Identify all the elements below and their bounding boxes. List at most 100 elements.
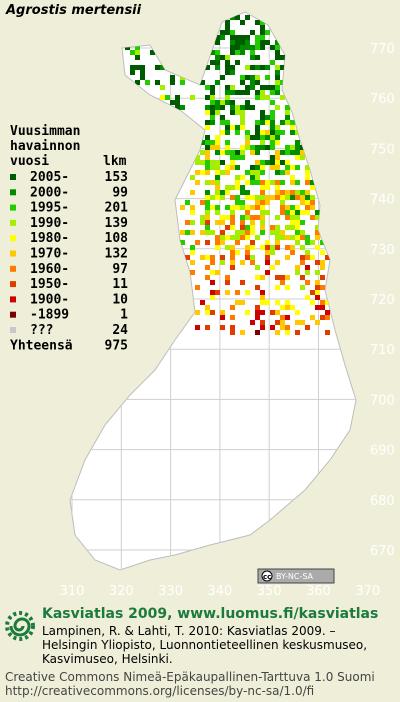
occurrence-cell — [215, 50, 220, 55]
occurrence-cell — [300, 260, 305, 265]
occurrence-cell — [200, 200, 205, 205]
occurrence-cell — [260, 115, 265, 120]
occurrence-cell — [255, 35, 260, 40]
occurrence-cell — [190, 95, 195, 100]
occurrence-cell — [230, 305, 235, 310]
occurrence-cell — [215, 190, 220, 195]
occurrence-cell — [210, 145, 215, 150]
occurrence-cell — [260, 85, 265, 90]
occurrence-cell — [270, 195, 275, 200]
occurrence-cell — [230, 110, 235, 115]
occurrence-cell — [205, 180, 210, 185]
occurrence-cell — [230, 225, 235, 230]
occurrence-cell — [210, 115, 215, 120]
occurrence-cell — [270, 110, 275, 115]
y-tick-label: 680 — [370, 494, 395, 509]
occurrence-cell — [230, 250, 235, 255]
occurrence-cell — [270, 250, 275, 255]
y-tick-label: 710 — [370, 343, 395, 358]
occurrence-cell — [190, 245, 195, 250]
occurrence-cell — [210, 260, 215, 265]
occurrence-cell — [180, 240, 185, 245]
occurrence-cell — [245, 145, 250, 150]
y-tick-label: 720 — [370, 293, 395, 308]
occurrence-cell — [275, 225, 280, 230]
occurrence-cell — [295, 215, 300, 220]
occurrence-cell — [280, 160, 285, 165]
occurrence-cell — [245, 205, 250, 210]
occurrence-cell — [220, 230, 225, 235]
occurrence-cell — [250, 245, 255, 250]
occurrence-cell — [215, 180, 220, 185]
occurrence-cell — [225, 70, 230, 75]
occurrence-cell — [265, 245, 270, 250]
occurrence-cell — [260, 290, 265, 295]
legend-swatch — [10, 219, 16, 226]
occurrence-cell — [210, 85, 215, 90]
occurrence-cell — [250, 220, 255, 225]
occurrence-cell — [305, 325, 310, 330]
occurrence-cell — [245, 45, 250, 50]
occurrence-cell — [205, 255, 210, 260]
occurrence-cell — [165, 95, 170, 100]
occurrence-cell — [175, 105, 180, 110]
legend-count: 132 — [105, 247, 128, 262]
occurrence-cell — [225, 165, 230, 170]
occurrence-cell — [285, 255, 290, 260]
occurrence-cell — [205, 220, 210, 225]
occurrence-cell — [270, 140, 275, 145]
occurrence-cell — [295, 220, 300, 225]
occurrence-cell — [290, 210, 295, 215]
legend-count: 108 — [105, 231, 129, 246]
occurrence-cell — [260, 30, 265, 35]
occurrence-cell — [250, 225, 255, 230]
occurrence-cell — [220, 215, 225, 220]
occurrence-cell — [255, 135, 260, 140]
occurrence-cell — [275, 50, 280, 55]
occurrence-cell — [205, 305, 210, 310]
y-tick-label: 770 — [370, 42, 395, 57]
occurrence-cell — [210, 165, 215, 170]
occurrence-cell — [275, 320, 280, 325]
occurrence-cell — [190, 260, 195, 265]
occurrence-cell — [240, 300, 245, 305]
occurrence-cell — [210, 105, 215, 110]
occurrence-cell — [215, 135, 220, 140]
occurrence-cell — [205, 105, 210, 110]
occurrence-cell — [275, 165, 280, 170]
occurrence-cell — [210, 50, 215, 55]
occurrence-cell — [255, 145, 260, 150]
occurrence-cell — [260, 205, 265, 210]
x-tick-label: 370 — [355, 584, 380, 599]
occurrence-cell — [265, 210, 270, 215]
occurrence-cell — [130, 65, 135, 70]
occurrence-cell — [310, 315, 315, 320]
occurrence-cell — [210, 205, 215, 210]
occurrence-cell — [285, 160, 290, 165]
occurrence-cell — [245, 210, 250, 215]
occurrence-cell — [295, 230, 300, 235]
occurrence-cell — [130, 70, 135, 75]
occurrence-cell — [305, 210, 310, 215]
legend-count: 97 — [112, 262, 128, 277]
occurrence-cell — [125, 45, 130, 50]
occurrence-cell — [275, 230, 280, 235]
legend-heading: Vuusimman — [10, 124, 80, 139]
occurrence-cell — [230, 35, 235, 40]
occurrence-cell — [205, 195, 210, 200]
occurrence-cell — [265, 95, 270, 100]
occurrence-cell — [210, 310, 215, 315]
occurrence-cell — [290, 225, 295, 230]
occurrence-cell — [255, 160, 260, 165]
occurrence-cell — [270, 230, 275, 235]
occurrence-cell — [300, 200, 305, 205]
occurrence-cell — [220, 195, 225, 200]
occurrence-cell — [300, 230, 305, 235]
occurrence-cell — [310, 195, 315, 200]
occurrence-cell — [195, 310, 200, 315]
occurrence-cell — [225, 140, 230, 145]
legend-label: 2005- — [30, 170, 69, 185]
occurrence-cell — [320, 300, 325, 305]
occurrence-cell — [215, 185, 220, 190]
occurrence-cell — [220, 255, 225, 260]
